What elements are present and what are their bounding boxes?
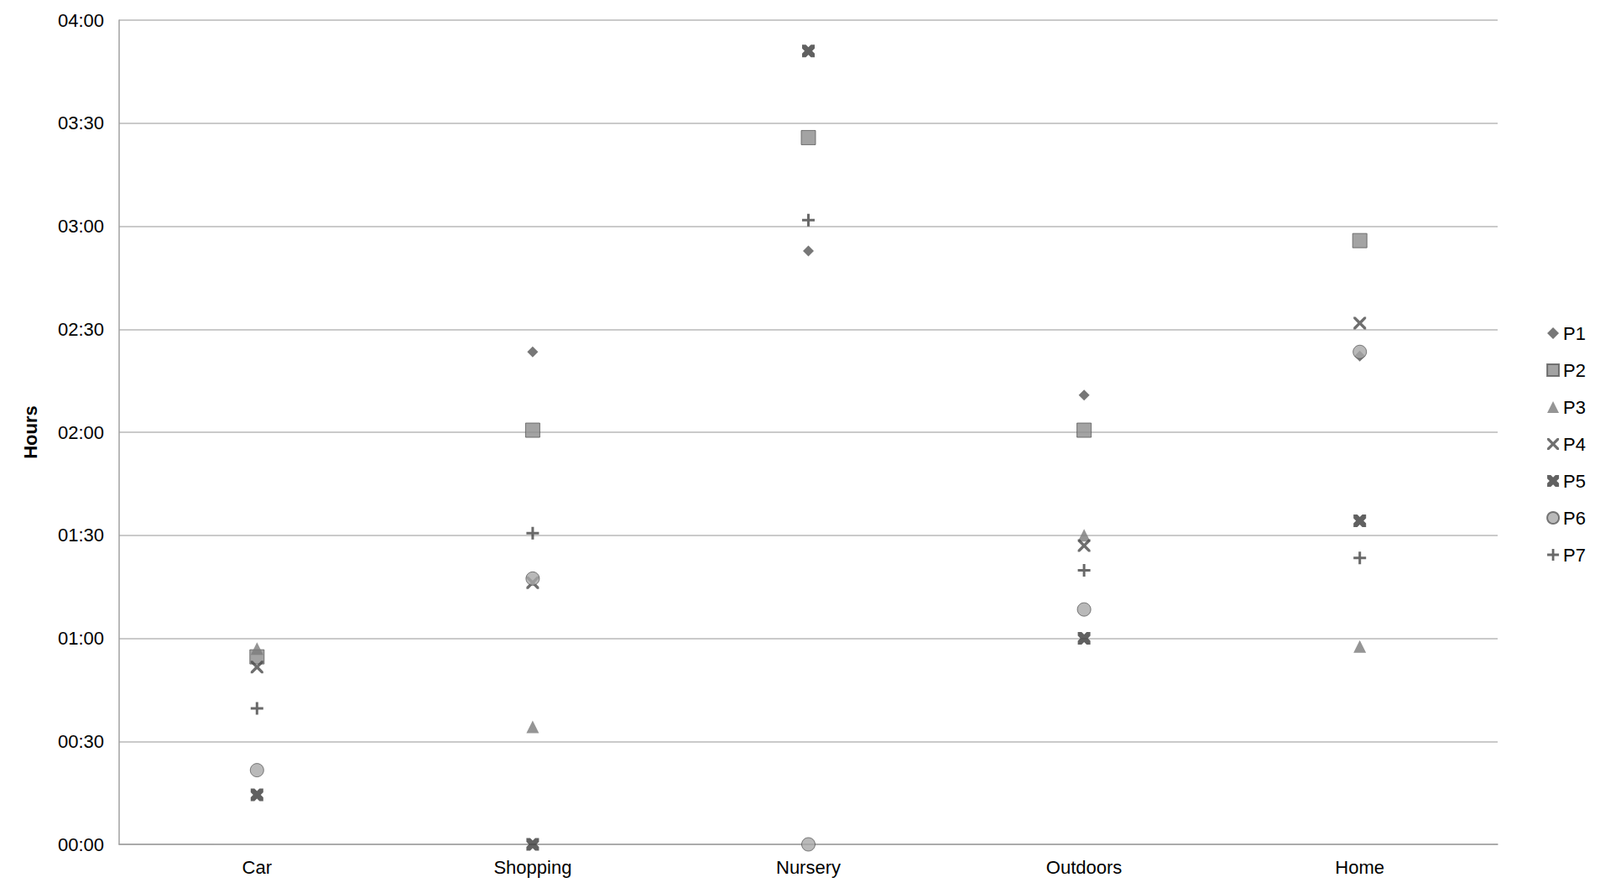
svg-text:02:00: 02:00 xyxy=(57,422,105,443)
svg-text:03:30: 03:30 xyxy=(57,112,105,134)
svg-text:P6: P6 xyxy=(1563,507,1586,529)
svg-text:Shopping: Shopping xyxy=(493,856,572,878)
svg-text:04:00: 04:00 xyxy=(57,10,105,32)
svg-text:00:00: 00:00 xyxy=(57,833,105,855)
svg-text:Car: Car xyxy=(242,856,272,878)
svg-text:P7: P7 xyxy=(1563,544,1586,566)
svg-text:Home: Home xyxy=(1334,856,1385,878)
svg-text:P4: P4 xyxy=(1563,433,1586,455)
svg-text:01:30: 01:30 xyxy=(57,524,105,546)
svg-text:02:30: 02:30 xyxy=(57,318,105,340)
svg-text:P5: P5 xyxy=(1563,470,1586,492)
svg-text:00:30: 00:30 xyxy=(57,730,105,752)
svg-text:P3: P3 xyxy=(1563,396,1586,418)
svg-text:Outdoors: Outdoors xyxy=(1046,856,1123,878)
svg-text:Hours: Hours xyxy=(20,405,42,459)
svg-text:01:00: 01:00 xyxy=(57,627,105,649)
svg-text:P1: P1 xyxy=(1563,323,1586,344)
svg-text:Nursery: Nursery xyxy=(776,856,841,878)
svg-text:P2: P2 xyxy=(1563,359,1586,381)
svg-text:03:00: 03:00 xyxy=(57,215,105,237)
